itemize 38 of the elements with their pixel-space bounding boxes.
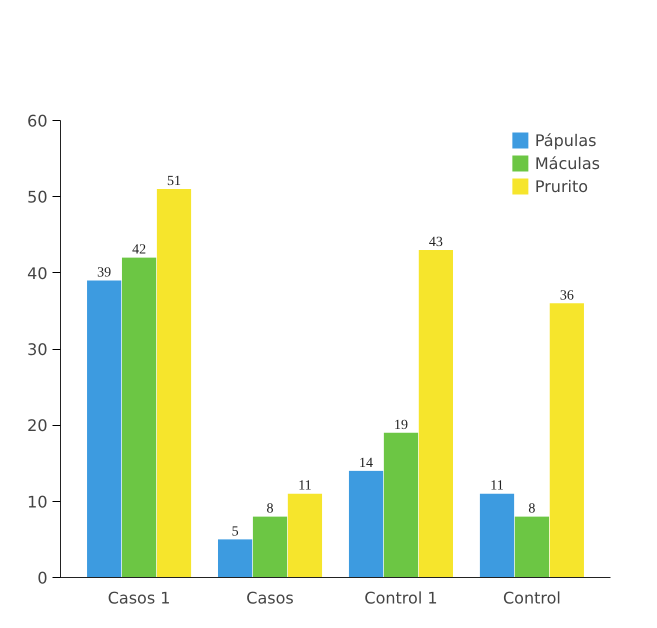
- bar: [384, 432, 418, 578]
- legend-label: Máculas: [534, 154, 600, 172]
- x-tick-label: Casos: [246, 588, 294, 608]
- legend-label: Prurito: [534, 176, 588, 196]
- data-label: 39: [97, 265, 112, 280]
- data-label: 43: [428, 234, 443, 250]
- data-label: 36: [560, 288, 574, 304]
- data-label: 11: [298, 478, 312, 494]
- y-tick-label: 40: [27, 264, 48, 283]
- x-tick-label: Control 1: [364, 588, 438, 608]
- bar: [480, 494, 514, 578]
- data-label: 5: [232, 524, 239, 540]
- bar: [156, 189, 192, 578]
- bar: [87, 280, 122, 578]
- legend-label: Pápulas: [534, 130, 596, 150]
- bar: [550, 303, 584, 578]
- y-tick-label: 20: [27, 416, 48, 436]
- data-label: 8: [266, 502, 274, 517]
- bar: [252, 516, 288, 578]
- data-label: 8: [528, 502, 536, 517]
- data-label: 11: [490, 478, 504, 494]
- bar: [348, 470, 384, 578]
- y-tick-label: 60: [27, 112, 48, 130]
- bar: [418, 250, 454, 578]
- bar: [514, 516, 550, 578]
- bar: [122, 258, 156, 578]
- data-label: 51: [166, 174, 181, 190]
- y-tick-label: 10: [27, 492, 48, 512]
- data-label: 19: [394, 418, 408, 433]
- data-label: 14: [359, 456, 374, 471]
- data-label: 42: [132, 242, 146, 258]
- bar: [218, 539, 252, 578]
- bar: [288, 494, 322, 578]
- x-tick-label: Control: [503, 588, 561, 608]
- y-tick-label: 50: [27, 188, 48, 207]
- x-tick-label: Casos 1: [108, 588, 170, 608]
- y-tick-label: 0: [37, 568, 48, 588]
- y-tick-label: 30: [27, 340, 48, 359]
